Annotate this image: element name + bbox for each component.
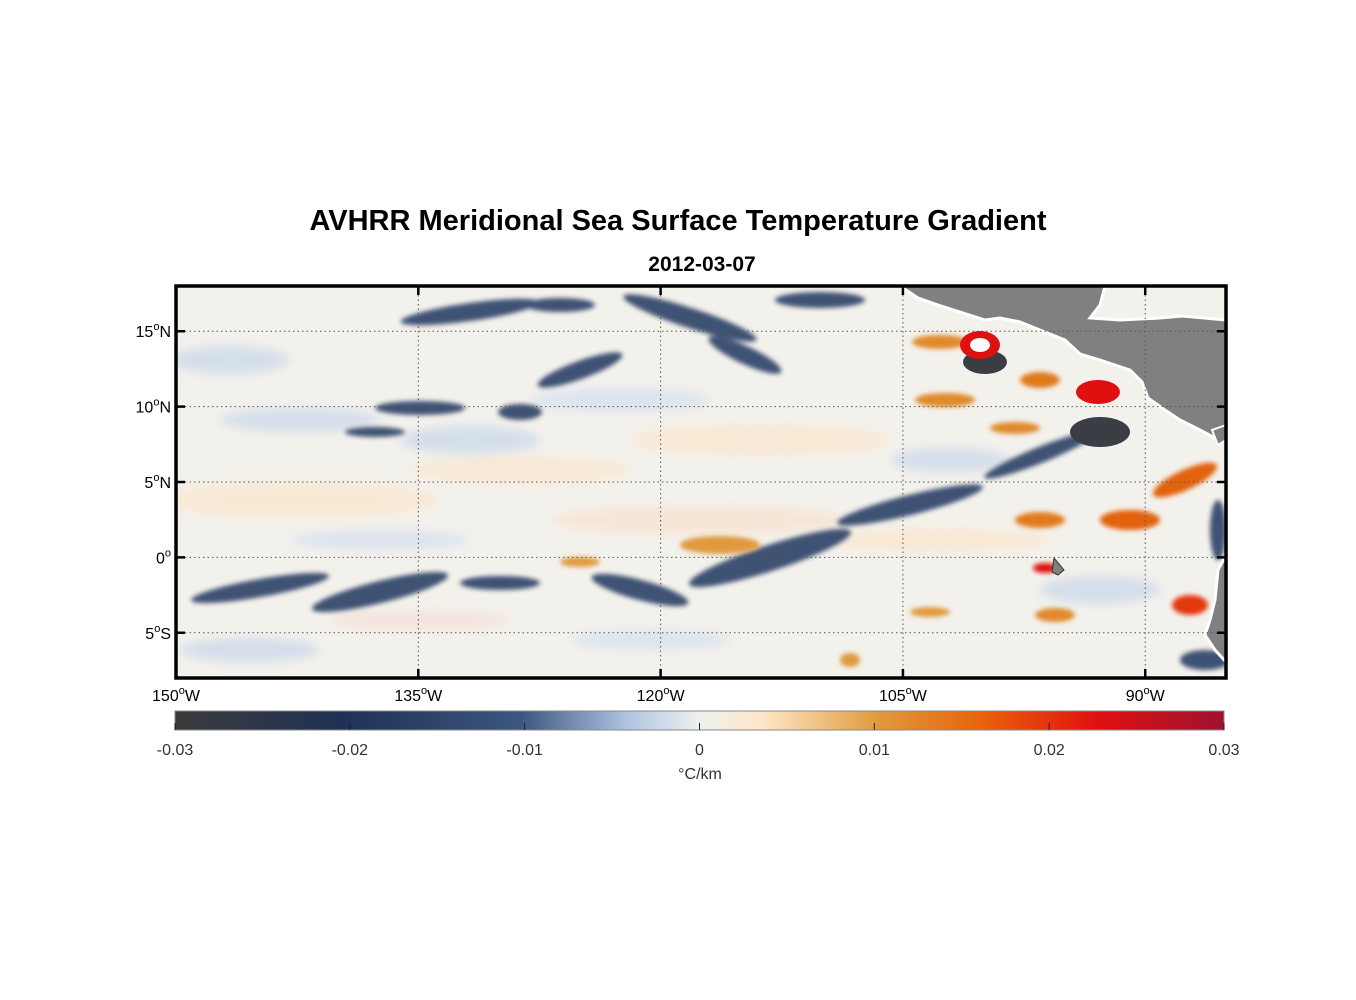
lat-tick-label: 0o	[156, 547, 171, 567]
lat-tick-label: 15oN	[136, 321, 171, 341]
colorbar-unit-label: °C/km	[678, 766, 722, 783]
colorbar-tick-label: 0	[695, 742, 704, 759]
land-mask	[897, 286, 1226, 665]
colorbar-tick-label: -0.03	[157, 742, 194, 759]
lat-tick-label: 5oN	[144, 472, 171, 492]
colorbar-tick-label: -0.01	[506, 742, 543, 759]
lon-tick-label: 90oW	[1126, 685, 1166, 705]
map-title: AVHRR Meridional Sea Surface Temperature…	[309, 205, 1047, 237]
colorbar-tick-label: 0.01	[859, 742, 890, 759]
colorbar-labels: -0.03 -0.02 -0.01 0 0.01 0.02 0.03	[157, 742, 1240, 759]
longitude-labels: 150oW 135oW 120oW 105oW 90oW	[152, 685, 1166, 705]
lon-tick-label: 135oW	[394, 685, 443, 705]
colorbar-ticks	[174, 723, 1225, 730]
sst-gradient-field	[176, 286, 1226, 678]
lat-tick-label: 10oN	[136, 397, 171, 417]
lon-tick-label: 150oW	[152, 685, 201, 705]
axis-ticks	[174, 286, 1226, 678]
colorbar-tick-label: -0.02	[332, 742, 369, 759]
map-subtitle: 2012-03-07	[648, 253, 756, 276]
latitude-labels: 15oN 10oN 5oN 0o 5oS	[136, 321, 171, 643]
lat-tick-label: 5oS	[145, 623, 171, 643]
colorbar-tick-label: 0.03	[1208, 742, 1239, 759]
lon-tick-label: 120oW	[637, 685, 686, 705]
colorbar-tick-label: 0.02	[1034, 742, 1065, 759]
lon-tick-label: 105oW	[879, 685, 928, 705]
